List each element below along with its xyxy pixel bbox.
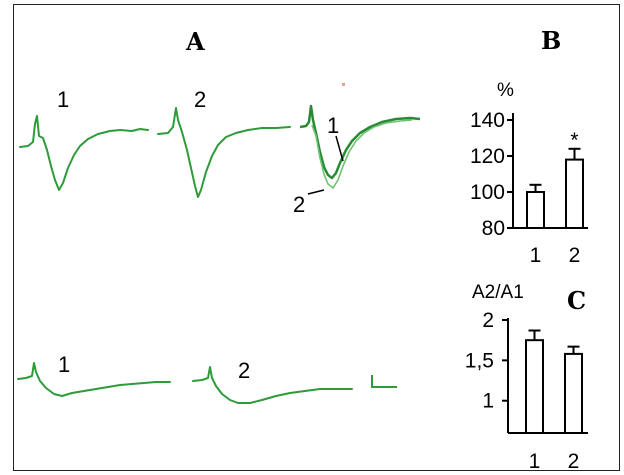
panel-c-ytick-label: 1: [482, 390, 494, 413]
panel-b-bar-chart: % 80 100 120 140 1 2 *: [470, 80, 588, 267]
panel-letter-b: B: [541, 26, 561, 55]
panel-c-category-label: 2: [568, 450, 580, 473]
trace-label-top-1: 1: [57, 87, 69, 112]
trace-bottom-1: [17, 362, 171, 397]
panel-b-category-label: 1: [530, 244, 542, 267]
figure-frame: [13, 4, 620, 471]
panel-c-bar-1: [525, 339, 544, 434]
scale-bar: [371, 375, 397, 388]
trace-label-bottom-2: 2: [238, 358, 250, 383]
trace-top-2: [157, 107, 291, 198]
trace-label-bottom-1: 1: [58, 352, 70, 377]
panel-letter-a: A: [185, 27, 205, 56]
artifact-speck: [342, 83, 345, 86]
panel-c-bar-2: [564, 352, 583, 434]
pointer-overlay-2: [307, 189, 325, 195]
panel-c-bar-chart: A2/A1 1 1,5 2 1 2: [465, 282, 588, 473]
panel-c-ytick-label: 2: [482, 309, 494, 332]
panel-b-ytick-label: 140: [470, 109, 505, 132]
panel-b-ytick-label: 100: [470, 181, 505, 204]
trace-top-overlay-2: [311, 119, 413, 190]
panel-c-ylabel: A2/A1: [472, 282, 524, 303]
panel-b-category-label: 2: [569, 244, 581, 267]
trace-label-overlay-2: 2: [293, 192, 305, 217]
trace-label-overlay-1: 1: [327, 113, 339, 138]
panel-letter-c: C: [567, 286, 586, 315]
panel-b-significance-marker: *: [570, 129, 578, 152]
trace-bottom-2: [192, 366, 353, 404]
panel-a-top-traces: 1 2 1 2: [19, 83, 421, 217]
trace-top-1: [19, 115, 149, 191]
panel-c-ytick-label: 1,5: [465, 349, 494, 372]
trace-top-overlay-1: [299, 104, 421, 180]
panel-b-bar-1: [526, 191, 545, 229]
panel-a-bottom-traces: 1 2: [17, 352, 397, 404]
panel-b-bar-2: [565, 158, 584, 230]
panel-b-ylabel: %: [497, 80, 514, 101]
pointer-overlay-1: [335, 135, 344, 162]
panel-b-ytick-label: 120: [470, 145, 505, 168]
trace-label-top-2: 2: [194, 87, 206, 112]
panel-c-category-label: 1: [529, 450, 541, 473]
panel-b-ytick-label: 80: [482, 217, 505, 240]
